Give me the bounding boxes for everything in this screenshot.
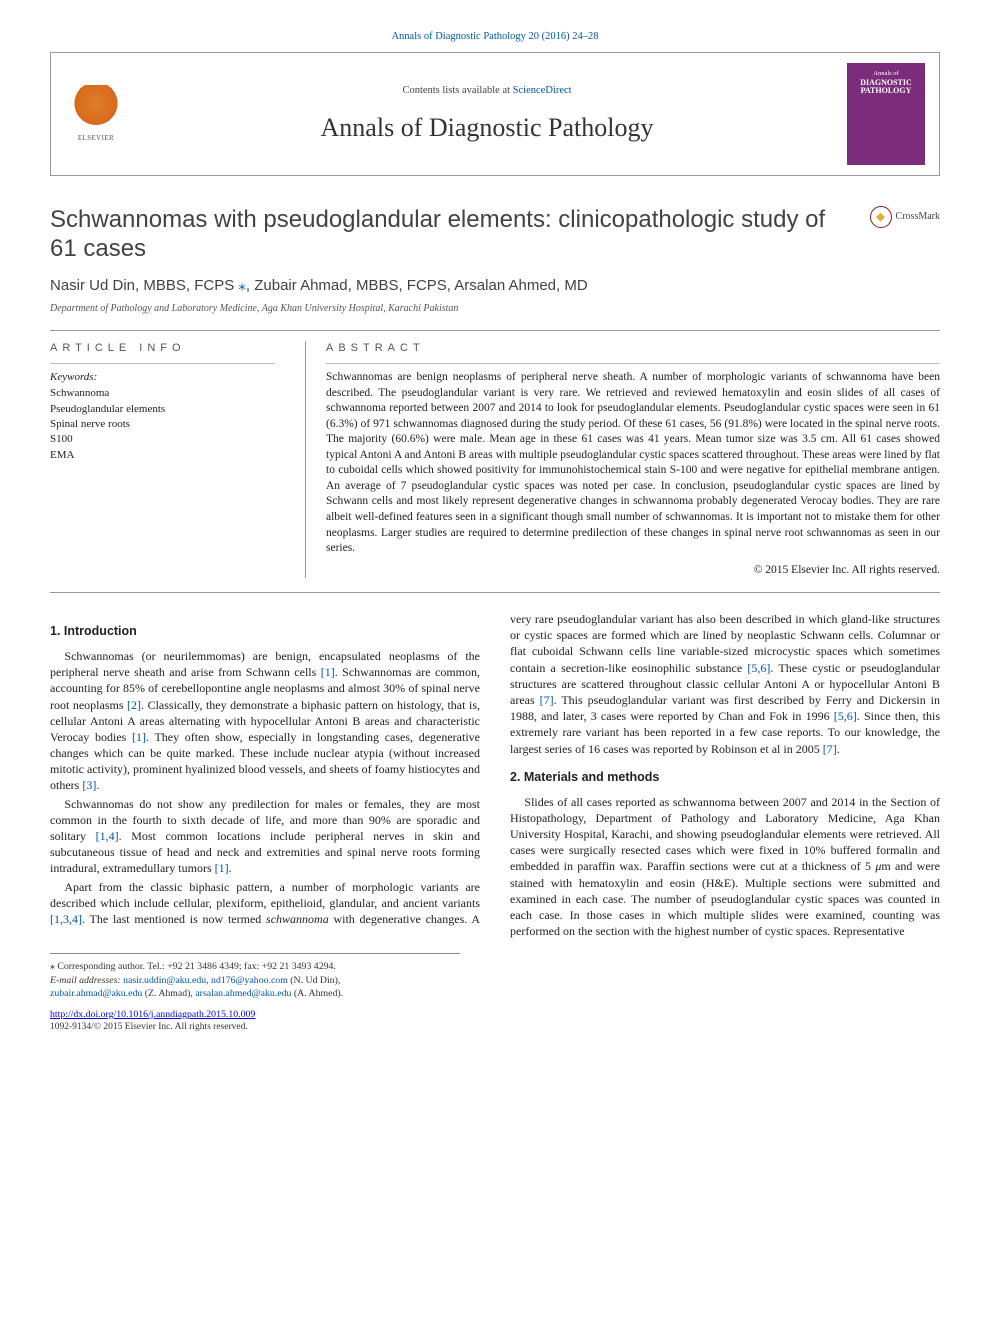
email-name: (A. Ahmed). <box>291 988 343 999</box>
citation[interactable]: [1] <box>321 665 335 679</box>
citation[interactable]: [3] <box>82 778 96 792</box>
crossmark-label: CrossMark <box>896 210 940 224</box>
keywords-list: Schwannoma Pseudoglandular elements Spin… <box>50 386 275 463</box>
email-link[interactable]: zubair.ahmad@aku.edu <box>50 988 142 999</box>
email-name: (Z. Ahmad), <box>142 988 195 999</box>
abstract-text: Schwannomas are benign neoplasms of peri… <box>326 370 940 556</box>
abstract-panel: ABSTRACT Schwannomas are benign neoplasm… <box>305 341 940 579</box>
cover-line2: DIAGNOSTIC PATHOLOGY <box>852 79 920 96</box>
citation[interactable]: [7] <box>823 742 837 756</box>
citation[interactable]: [5,6] <box>747 661 770 675</box>
email-line: E-mail addresses: nasir.uddin@aku.edu, n… <box>50 974 460 987</box>
abstract-heading: ABSTRACT <box>326 341 940 356</box>
email-link[interactable]: nasir.uddin@aku.edu <box>123 975 206 986</box>
article-info-panel: ARTICLE INFO Keywords: Schwannoma Pseudo… <box>50 341 275 579</box>
article-title: Schwannomas with pseudoglandular element… <box>50 206 858 264</box>
journal-reference: Annals of Diagnostic Pathology 20 (2016)… <box>50 30 940 44</box>
info-divider <box>50 363 275 364</box>
header-center: Contents lists available at ScienceDirec… <box>141 84 833 145</box>
contents-prefix: Contents lists available at <box>402 85 512 96</box>
abstract-divider <box>326 363 940 364</box>
elsevier-logo[interactable]: ELSEVIER <box>65 79 127 149</box>
citation[interactable]: [1,4] <box>96 829 119 843</box>
affiliation: Department of Pathology and Laboratory M… <box>50 302 940 316</box>
doi-link[interactable]: http://dx.doi.org/10.1016/j.anndiagpath.… <box>50 1009 255 1020</box>
authors-line: Nasir Ud Din, MBBS, FCPS ⁎, Zubair Ahmad… <box>50 276 940 296</box>
email-line: zubair.ahmad@aku.edu (Z. Ahmad), arsalan… <box>50 987 460 1000</box>
citation[interactable]: [1,3,4] <box>50 912 82 926</box>
email-link[interactable]: arsalan.ahmed@aku.edu <box>195 988 291 999</box>
email-name: (N. Ud Din), <box>288 975 341 986</box>
citation[interactable]: [1] <box>132 730 146 744</box>
contents-line: Contents lists available at ScienceDirec… <box>141 84 833 98</box>
journal-cover-thumb[interactable]: Annals of DIAGNOSTIC PATHOLOGY <box>847 63 925 165</box>
body-paragraph: Schwannomas do not show any predilection… <box>50 796 480 877</box>
section-heading-methods: 2. Materials and methods <box>510 769 940 786</box>
divider <box>50 330 940 331</box>
corresponding-mark: ⁎ <box>234 277 246 294</box>
sciencedirect-link[interactable]: ScienceDirect <box>513 85 572 96</box>
keyword: EMA <box>50 448 275 463</box>
citation[interactable]: [5,6] <box>834 709 857 723</box>
abstract-copyright: © 2015 Elsevier Inc. All rights reserved… <box>326 563 940 579</box>
issn-line: 1092-9134/© 2015 Elsevier Inc. All right… <box>50 1021 940 1034</box>
citation[interactable]: [2] <box>127 698 141 712</box>
corresponding-author-footer: ⁎ Corresponding author. Tel.: +92 21 348… <box>50 953 460 1000</box>
keyword: Pseudoglandular elements <box>50 402 275 417</box>
emails-label: E-mail addresses: <box>50 975 123 986</box>
body-paragraph: Schwannomas (or neurilemmomas) are benig… <box>50 648 480 794</box>
doi-line: http://dx.doi.org/10.1016/j.anndiagpath.… <box>50 1008 940 1021</box>
corresponding-note: ⁎ Corresponding author. Tel.: +92 21 348… <box>50 960 460 973</box>
keywords-label: Keywords: <box>50 370 275 385</box>
body-columns: 1. Introduction Schwannomas (or neurilem… <box>50 611 940 939</box>
citation[interactable]: [7] <box>540 693 554 707</box>
elsevier-label: ELSEVIER <box>78 134 114 143</box>
body-paragraph: Slides of all cases reported as schwanno… <box>510 794 940 940</box>
journal-name: Annals of Diagnostic Pathology <box>141 110 833 145</box>
keyword: Spinal nerve roots <box>50 417 275 432</box>
section-heading-intro: 1. Introduction <box>50 623 480 640</box>
keyword: S100 <box>50 432 275 447</box>
crossmark-icon <box>870 206 892 228</box>
keyword: Schwannoma <box>50 386 275 401</box>
email-link[interactable]: nd176@yahoo.com <box>211 975 288 986</box>
elsevier-tree-icon <box>73 85 119 131</box>
article-info-heading: ARTICLE INFO <box>50 341 275 356</box>
citation[interactable]: [1] <box>215 861 229 875</box>
journal-header: ELSEVIER Contents lists available at Sci… <box>50 52 940 176</box>
crossmark-badge[interactable]: CrossMark <box>870 206 940 228</box>
